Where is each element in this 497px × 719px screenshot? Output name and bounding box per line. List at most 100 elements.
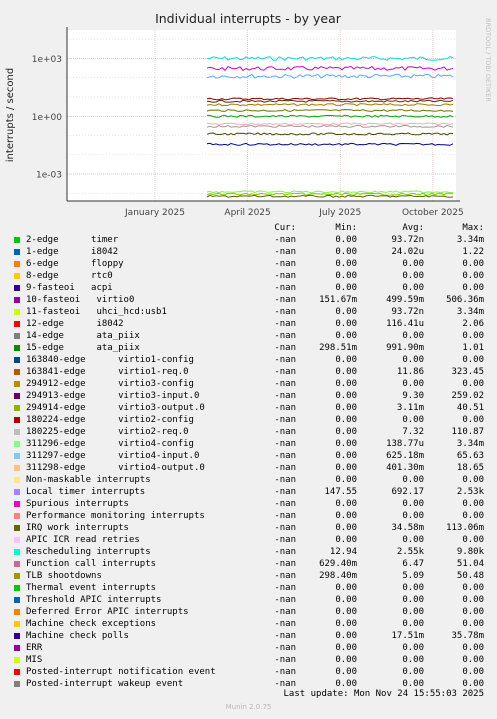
series-line: [206, 99, 454, 103]
legend-max: 0.00: [462, 331, 484, 341]
legend-max: 0.00: [462, 535, 484, 545]
legend-avg: 138.77u: [386, 439, 424, 449]
y-tick-label: 1e-03: [36, 171, 62, 181]
legend-max: 0.00: [462, 475, 484, 485]
legend-label: Machine check exceptions: [26, 619, 157, 629]
legend-max: 506.36m: [446, 295, 484, 305]
legend-min: 0.00: [335, 607, 357, 617]
legend-row: Performance monitoring interrupts -nan 0.0…: [0, 510, 497, 522]
legend-max: 3.34m: [456, 307, 484, 317]
legend-header-max: Max:: [462, 223, 484, 233]
legend-label: 163840-edge virtio1-config: [26, 355, 194, 365]
legend-header: Cur: Min: Avg: Max:: [0, 222, 497, 234]
legend-max: 1.01: [462, 343, 484, 353]
legend-swatch: [14, 453, 20, 459]
legend-header-avg: Avg:: [402, 223, 424, 233]
y-tick-label: 1e+03: [32, 55, 62, 65]
legend-swatch: [14, 405, 20, 411]
legend-min: 0.00: [335, 403, 357, 413]
legend-cur: -nan: [274, 487, 296, 497]
legend-max: 323.45: [451, 367, 484, 377]
series-line: [206, 192, 454, 196]
legend-cur: -nan: [274, 247, 296, 257]
legend-label: 180224-edge virtio2-config: [26, 415, 194, 425]
legend-max: 0.00: [462, 283, 484, 293]
series-line: [206, 122, 454, 126]
series-line: [206, 124, 454, 128]
legend-min: 0.00: [335, 631, 357, 641]
legend-avg: 0.00: [402, 643, 424, 653]
legend-cur: -nan: [274, 451, 296, 461]
legend-max: 113.06m: [446, 523, 484, 533]
legend-row: 10-fasteoi virtio0 -nan 151.67m 499.59m 506.…: [0, 294, 497, 306]
legend-row: 311296-edge virtio4-config -nan 0.00 138.77…: [0, 438, 497, 450]
legend-label: 311298-edge virtio4-output.0: [26, 463, 205, 473]
legend-avg: 9.30: [402, 391, 424, 401]
legend-cur: -nan: [274, 523, 296, 533]
chart-title: Individual interrupts - by year: [155, 11, 342, 26]
legend-row: 311297-edge virtio4-input.0 -nan 0.00 625.1…: [0, 450, 497, 462]
legend-row: IRQ work interrupts -nan 0.00 34.58m 113.06m: [0, 522, 497, 534]
legend-cur: -nan: [274, 535, 296, 545]
legend-cur: -nan: [274, 271, 296, 281]
legend-cur: -nan: [274, 583, 296, 593]
legend-label: 9-fasteoi acpi: [26, 283, 113, 293]
legend-swatch: [14, 429, 20, 435]
legend-min: 12.94: [329, 547, 357, 557]
legend-label: Machine check polls: [26, 631, 129, 641]
legend-row: 6-edge floppy -nan 0.00 0.00 0.00: [0, 258, 497, 270]
legend-cur: -nan: [274, 355, 296, 365]
legend-avg: 2.55k: [396, 547, 424, 557]
legend-avg: 116.41u: [386, 319, 424, 329]
legend-max: 9.80k: [456, 547, 484, 557]
legend-min: 0.00: [335, 643, 357, 653]
legend-swatch: [14, 369, 20, 375]
legend-swatch: [14, 237, 20, 243]
legend-avg: 0.00: [402, 655, 424, 665]
legend-row: 14-edge ata_piix -nan 0.00 0.00 0.00: [0, 330, 497, 342]
legend-row: 163841-edge virtio1-req.0 -nan 0.00 11.86 32…: [0, 366, 497, 378]
legend-row: 15-edge ata_piix -nan 298.51m 991.90m 1.01: [0, 342, 497, 354]
legend-max: 0.00: [462, 655, 484, 665]
x-tick-label: April 2025: [224, 208, 270, 218]
legend-avg: 0.00: [402, 415, 424, 425]
legend-max: 0.00: [462, 595, 484, 605]
legend-min: 0.00: [335, 307, 357, 317]
legend-cur: -nan: [274, 643, 296, 653]
legend-cur: -nan: [274, 415, 296, 425]
legend-avg: 0.00: [402, 607, 424, 617]
legend-swatch: [14, 513, 20, 519]
legend-row: Machine check polls -nan 0.00 17.51m 35.78m: [0, 630, 497, 642]
legend-swatch: [14, 621, 20, 627]
x-tick-label: July 2025: [318, 208, 361, 218]
legend-avg: 991.90m: [386, 343, 424, 353]
legend-label: 8-edge rtc0: [26, 271, 113, 281]
legend-max: 0.00: [462, 355, 484, 365]
legend-row: MIS -nan 0.00 0.00 0.00: [0, 654, 497, 666]
legend-row: 180225-edge virtio2-req.0 -nan 0.00 7.32 110…: [0, 426, 497, 438]
legend-cur: -nan: [274, 391, 296, 401]
legend-avg: 0.00: [402, 499, 424, 509]
legend-avg: 24.02u: [391, 247, 424, 257]
legend-swatch: [14, 681, 20, 687]
legend-cur: -nan: [274, 511, 296, 521]
legend-min: 0.00: [335, 427, 357, 437]
legend-max: 2.06: [462, 319, 484, 329]
legend-min: 0.00: [335, 535, 357, 545]
legend-avg: 6.47: [402, 559, 424, 569]
legend-swatch: [14, 501, 20, 507]
legend-max: 0.00: [462, 379, 484, 389]
legend-avg: 0.00: [402, 679, 424, 689]
series-line: [206, 97, 454, 101]
legend-max: 50.48: [456, 571, 484, 581]
legend-max: 0.00: [462, 643, 484, 653]
legend-min: 0.00: [335, 451, 357, 461]
legend-swatch: [14, 537, 20, 543]
legend-swatch: [14, 381, 20, 387]
legend-max: 1.22: [462, 247, 484, 257]
legend-min: 0.00: [335, 511, 357, 521]
legend-row: 2-edge timer -nan 0.00 93.72n 3.34m: [0, 234, 497, 246]
legend-cur: -nan: [274, 595, 296, 605]
legend-row: Local timer interrupts -nan 147.55 692.17 2.…: [0, 486, 497, 498]
